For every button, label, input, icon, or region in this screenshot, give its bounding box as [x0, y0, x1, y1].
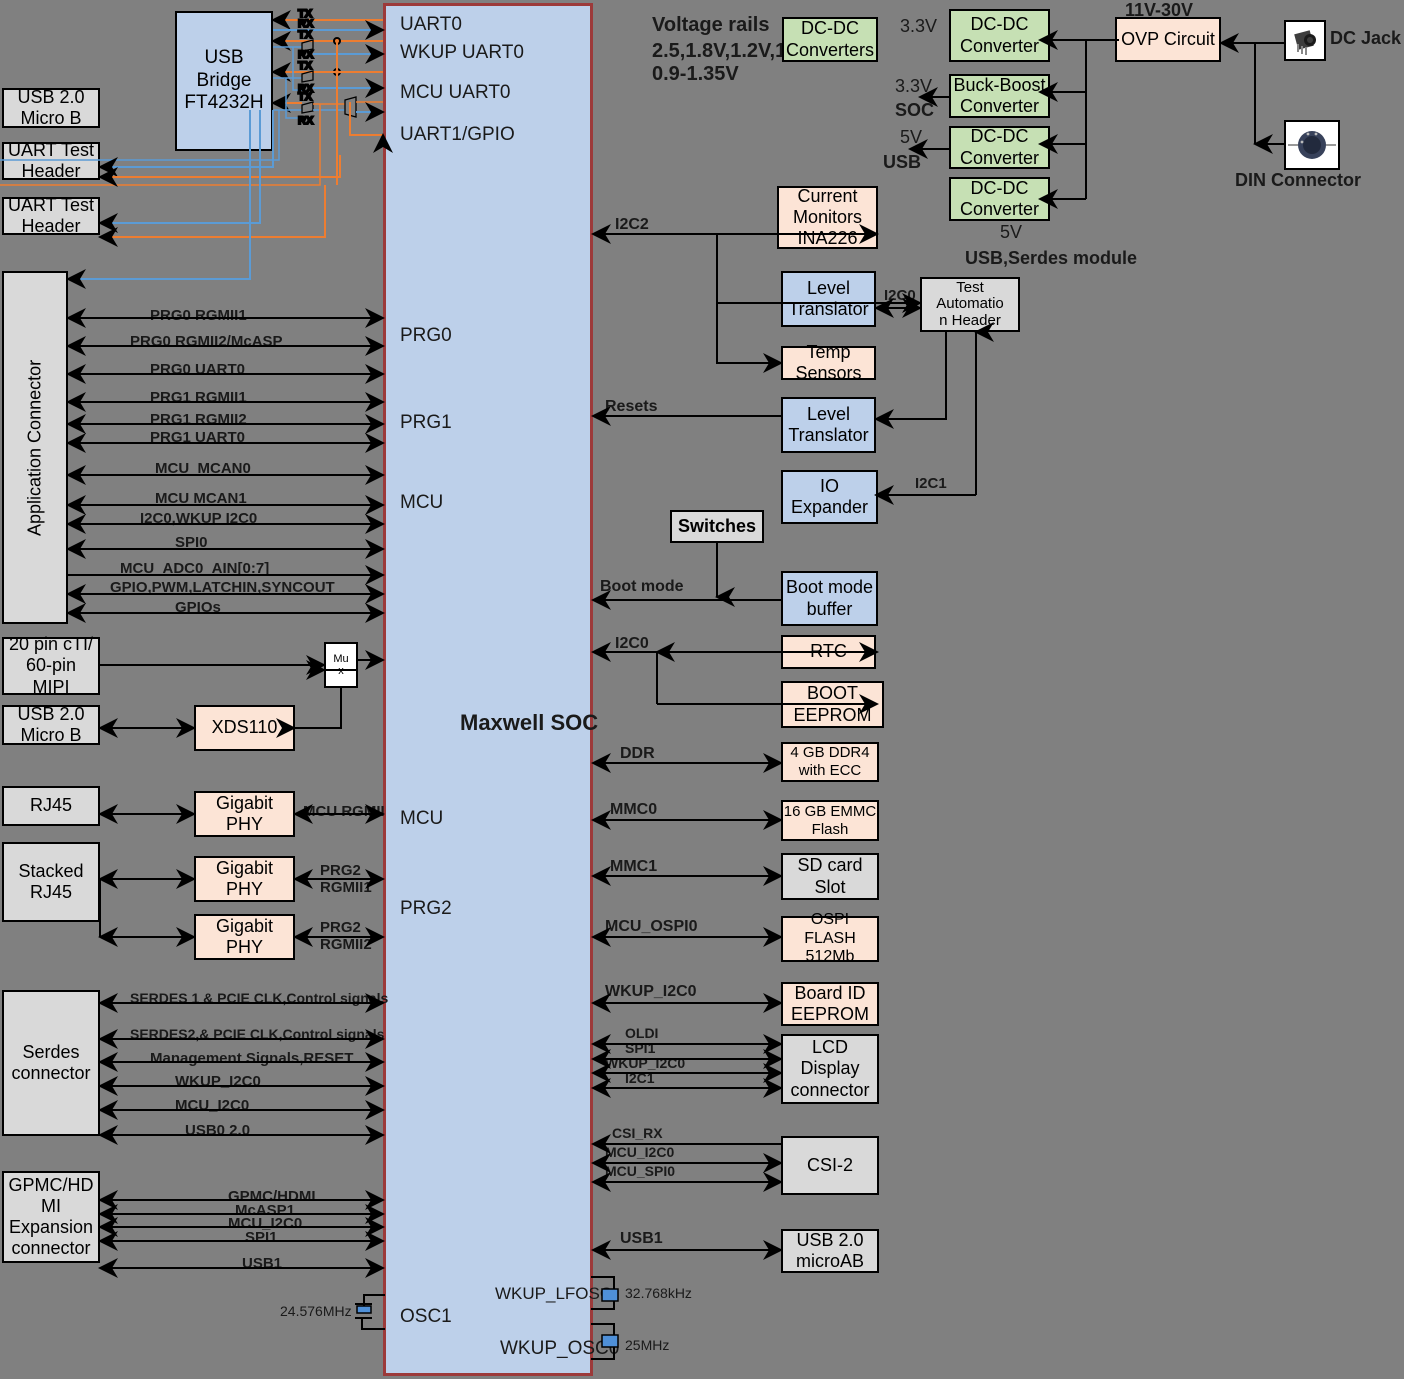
- svg-text:TX: TX: [298, 91, 313, 103]
- svg-text:TX: TX: [298, 29, 313, 41]
- svg-text:RX: RX: [298, 49, 314, 61]
- svg-text:RX: RX: [298, 83, 314, 95]
- svg-text:RX: RX: [298, 18, 314, 30]
- svg-text:TX: TX: [298, 8, 313, 20]
- svg-text:TX: TX: [298, 60, 313, 72]
- svg-text:RX: RX: [298, 115, 314, 127]
